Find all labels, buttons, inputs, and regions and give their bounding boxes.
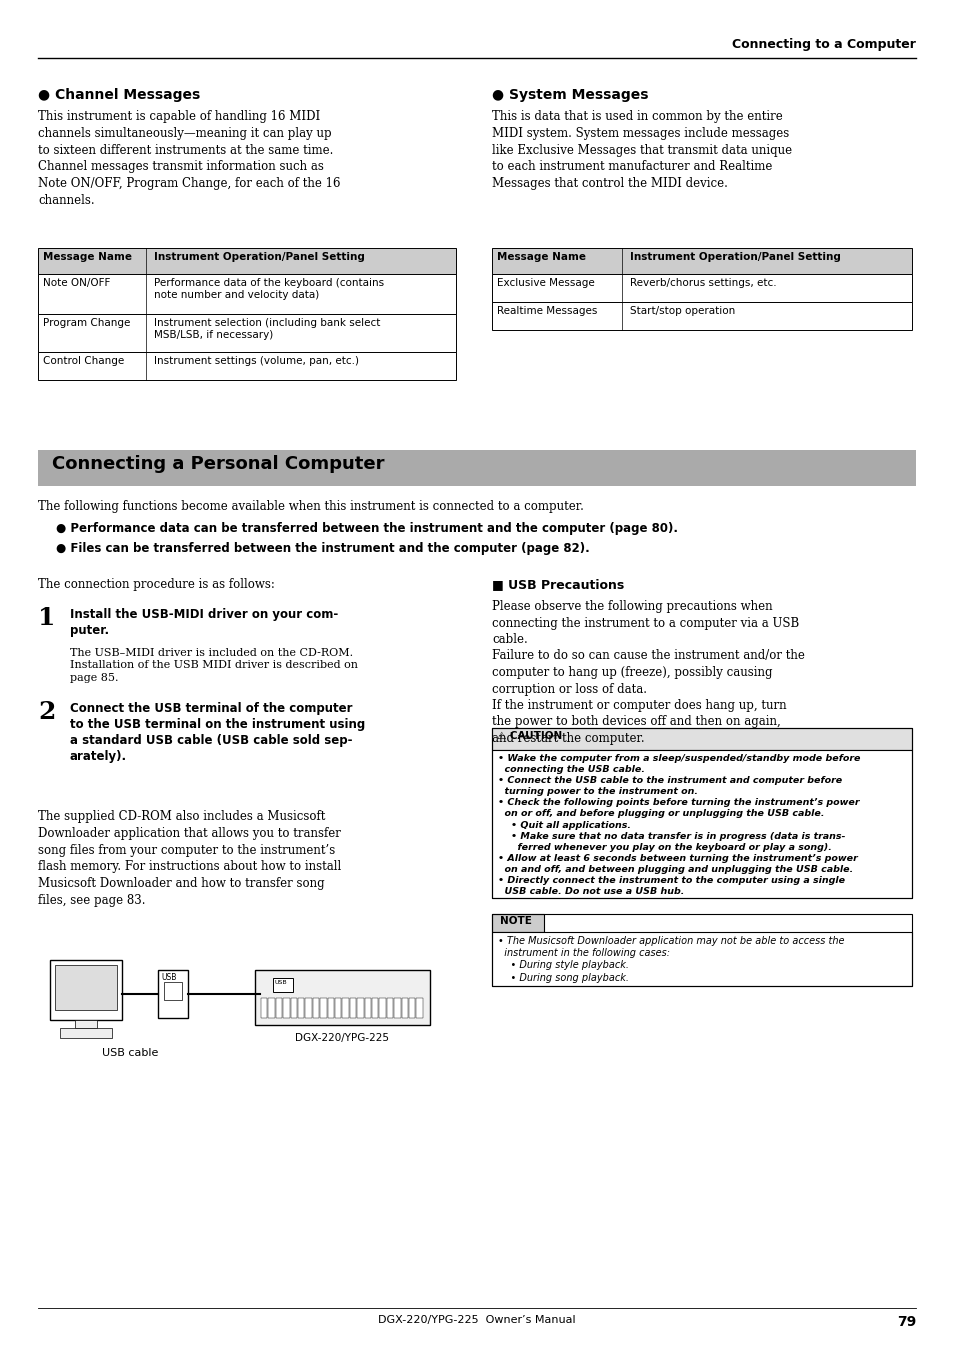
FancyBboxPatch shape	[364, 998, 371, 1019]
Text: Control Change: Control Change	[43, 357, 124, 366]
Text: Exclusive Message: Exclusive Message	[497, 278, 594, 288]
FancyBboxPatch shape	[305, 998, 312, 1019]
FancyBboxPatch shape	[356, 998, 363, 1019]
Text: The following functions become available when this instrument is connected to a : The following functions become available…	[38, 500, 583, 513]
Text: ■ USB Precautions: ■ USB Precautions	[492, 578, 623, 590]
Text: This is data that is used in common by the entire
MIDI system. System messages i: This is data that is used in common by t…	[492, 109, 791, 190]
Text: 2: 2	[38, 700, 55, 724]
FancyBboxPatch shape	[492, 932, 911, 986]
Text: Reverb/chorus settings, etc.: Reverb/chorus settings, etc.	[629, 278, 776, 288]
Text: Message Name: Message Name	[43, 253, 132, 262]
FancyBboxPatch shape	[38, 353, 456, 380]
FancyBboxPatch shape	[409, 998, 416, 1019]
Text: Instrument selection (including bank select
MSB/LSB, if necessary): Instrument selection (including bank sel…	[153, 317, 380, 340]
Text: Program Change: Program Change	[43, 317, 131, 328]
Text: USB: USB	[161, 973, 176, 982]
Text: Instrument Operation/Panel Setting: Instrument Operation/Panel Setting	[629, 253, 840, 262]
Text: Realtime Messages: Realtime Messages	[497, 305, 597, 316]
Text: Message Name: Message Name	[497, 253, 585, 262]
Text: • The Musicsoft Downloader application may not be able to access the
  instrumen: • The Musicsoft Downloader application m…	[497, 936, 843, 982]
Text: • Wake the computer from a sleep/suspended/standby mode before
  connecting the : • Wake the computer from a sleep/suspend…	[497, 754, 860, 896]
FancyBboxPatch shape	[38, 313, 456, 353]
FancyBboxPatch shape	[60, 1028, 112, 1038]
FancyBboxPatch shape	[254, 970, 430, 1025]
Text: ● Performance data can be transferred between the instrument and the computer (p: ● Performance data can be transferred be…	[56, 521, 678, 535]
Text: Connecting a Personal Computer: Connecting a Personal Computer	[52, 455, 384, 473]
FancyBboxPatch shape	[55, 965, 117, 1011]
Text: ● Files can be transferred between the instrument and the computer (page 82).: ● Files can be transferred between the i…	[56, 542, 589, 555]
FancyBboxPatch shape	[327, 998, 334, 1019]
FancyBboxPatch shape	[291, 998, 296, 1019]
FancyBboxPatch shape	[75, 1020, 97, 1028]
Text: Install the USB-MIDI driver on your com-
puter.: Install the USB-MIDI driver on your com-…	[70, 608, 338, 638]
Text: The connection procedure is as follows:: The connection procedure is as follows:	[38, 578, 274, 590]
Text: NOTE: NOTE	[499, 916, 532, 925]
FancyBboxPatch shape	[158, 970, 188, 1019]
Text: Performance data of the keyboard (contains
note number and velocity data): Performance data of the keyboard (contai…	[153, 278, 384, 300]
FancyBboxPatch shape	[492, 303, 911, 330]
FancyBboxPatch shape	[342, 998, 349, 1019]
Text: The supplied CD-ROM also includes a Musicsoft
Downloader application that allows: The supplied CD-ROM also includes a Musi…	[38, 811, 341, 907]
FancyBboxPatch shape	[492, 728, 911, 750]
Text: Note ON/OFF: Note ON/OFF	[43, 278, 111, 288]
Text: This instrument is capable of handling 16 MIDI
channels simultaneously—meaning i: This instrument is capable of handling 1…	[38, 109, 340, 207]
FancyBboxPatch shape	[350, 998, 355, 1019]
FancyBboxPatch shape	[386, 998, 393, 1019]
Text: Please observe the following precautions when
connecting the instrument to a com: Please observe the following precautions…	[492, 600, 804, 744]
FancyBboxPatch shape	[492, 274, 911, 303]
Text: ● Channel Messages: ● Channel Messages	[38, 88, 200, 101]
FancyBboxPatch shape	[320, 998, 326, 1019]
FancyBboxPatch shape	[38, 249, 456, 274]
FancyBboxPatch shape	[492, 750, 911, 898]
Text: USB: USB	[274, 979, 287, 985]
Text: DGX-220/YPG-225: DGX-220/YPG-225	[294, 1034, 389, 1043]
Text: 1: 1	[38, 607, 55, 630]
FancyBboxPatch shape	[273, 978, 293, 992]
Text: Connecting to a Computer: Connecting to a Computer	[731, 38, 915, 51]
Text: ● System Messages: ● System Messages	[492, 88, 648, 101]
FancyBboxPatch shape	[335, 998, 341, 1019]
FancyBboxPatch shape	[379, 998, 386, 1019]
FancyBboxPatch shape	[372, 998, 378, 1019]
FancyBboxPatch shape	[492, 915, 543, 932]
FancyBboxPatch shape	[261, 998, 267, 1019]
FancyBboxPatch shape	[275, 998, 282, 1019]
Text: The USB–MIDI driver is included on the CD-ROM.
Installation of the USB MIDI driv: The USB–MIDI driver is included on the C…	[70, 648, 357, 682]
FancyBboxPatch shape	[401, 998, 408, 1019]
FancyBboxPatch shape	[394, 998, 400, 1019]
FancyBboxPatch shape	[268, 998, 274, 1019]
FancyBboxPatch shape	[283, 998, 290, 1019]
FancyBboxPatch shape	[38, 450, 915, 486]
Text: Instrument settings (volume, pan, etc.): Instrument settings (volume, pan, etc.)	[153, 357, 358, 366]
FancyBboxPatch shape	[297, 998, 304, 1019]
FancyBboxPatch shape	[313, 998, 319, 1019]
FancyBboxPatch shape	[38, 274, 456, 313]
FancyBboxPatch shape	[416, 998, 422, 1019]
FancyBboxPatch shape	[492, 249, 911, 274]
FancyBboxPatch shape	[164, 982, 182, 1000]
Text: Instrument Operation/Panel Setting: Instrument Operation/Panel Setting	[153, 253, 364, 262]
FancyBboxPatch shape	[50, 961, 122, 1020]
Text: USB cable: USB cable	[102, 1048, 158, 1058]
Text: ⚠ CAUTION: ⚠ CAUTION	[497, 731, 561, 740]
Text: Connect the USB terminal of the computer
to the USB terminal on the instrument u: Connect the USB terminal of the computer…	[70, 703, 365, 763]
Text: 79: 79	[896, 1315, 915, 1329]
Text: DGX-220/YPG-225  Owner’s Manual: DGX-220/YPG-225 Owner’s Manual	[377, 1315, 576, 1325]
Text: Start/stop operation: Start/stop operation	[629, 305, 735, 316]
